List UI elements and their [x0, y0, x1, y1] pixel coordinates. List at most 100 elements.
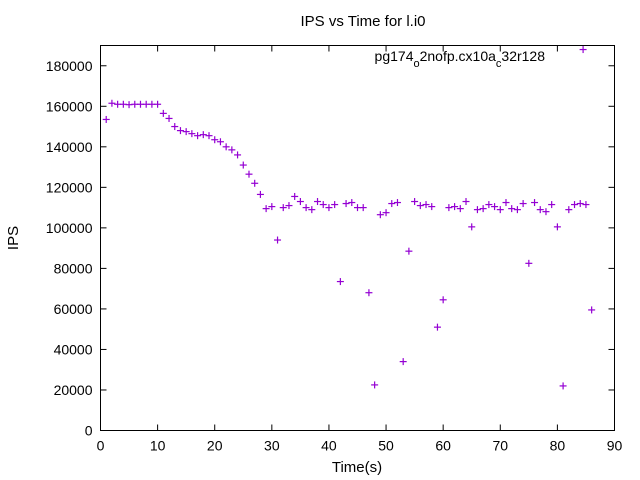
legend-subscript: o	[413, 58, 419, 70]
data-point	[393, 199, 401, 207]
data-point	[285, 202, 293, 210]
data-point	[245, 170, 253, 178]
data-point	[502, 199, 510, 207]
data-point	[496, 206, 504, 214]
y-tick-label: 40000	[54, 341, 93, 357]
legend-subscript: c	[496, 58, 502, 70]
y-tick-label: 120000	[46, 179, 93, 195]
data-point	[336, 278, 344, 286]
data-point	[571, 201, 579, 209]
data-point	[251, 179, 259, 187]
x-axis: 0 10 20 30 40 50 60 70 80 90	[97, 45, 623, 454]
data-point	[319, 201, 327, 209]
legend-text-part: pg174	[375, 48, 414, 64]
data-point	[525, 259, 533, 267]
data-point	[559, 382, 567, 390]
data-point	[445, 204, 453, 212]
x-tick-label: 80	[550, 438, 566, 454]
data-point	[485, 201, 493, 209]
data-point	[234, 151, 242, 159]
data-point	[216, 138, 224, 146]
data-point	[331, 201, 339, 209]
data-point	[279, 204, 287, 212]
data-point	[188, 130, 196, 138]
y-tick-label: 160000	[46, 98, 93, 114]
data-point	[371, 381, 379, 389]
data-point	[228, 146, 236, 154]
data-point	[422, 201, 430, 209]
data-point	[548, 201, 556, 209]
data-point	[256, 190, 264, 198]
x-tick-label: 50	[378, 438, 394, 454]
data-point	[542, 208, 550, 216]
data-point	[205, 132, 213, 140]
chart-title: IPS vs Time for l.i0	[300, 13, 425, 30]
data-points	[102, 99, 596, 390]
legend-sample-point	[579, 46, 587, 54]
data-point	[411, 198, 419, 206]
x-tick-label: 40	[321, 438, 337, 454]
data-point	[199, 131, 207, 139]
data-point	[433, 323, 441, 331]
data-point	[314, 198, 322, 206]
data-point	[519, 200, 527, 208]
data-point	[182, 128, 190, 136]
data-point	[239, 161, 247, 169]
data-point	[171, 123, 179, 131]
data-point	[531, 199, 539, 207]
y-axis-label: IPS	[5, 226, 22, 250]
y-tick-label: 0	[85, 423, 93, 439]
x-tick-label: 70	[492, 438, 508, 454]
data-point	[576, 200, 584, 208]
data-point	[388, 200, 396, 208]
data-point	[342, 200, 350, 208]
data-point	[376, 211, 384, 219]
data-point	[348, 199, 356, 207]
data-point	[382, 209, 390, 217]
data-point	[154, 100, 162, 108]
data-point	[365, 289, 373, 297]
x-tick-label: 10	[150, 438, 166, 454]
x-tick-label: 90	[607, 438, 623, 454]
data-point	[274, 236, 282, 244]
data-point	[296, 198, 304, 206]
data-point	[491, 203, 499, 211]
data-point	[291, 192, 299, 200]
data-point	[439, 296, 447, 304]
y-tick-label: 140000	[46, 139, 93, 155]
data-point	[165, 114, 173, 122]
x-tick-label: 60	[435, 438, 451, 454]
x-tick-label: 30	[264, 438, 280, 454]
data-point	[211, 136, 219, 144]
data-point	[536, 206, 544, 214]
data-point	[428, 203, 436, 211]
data-point	[416, 202, 424, 210]
data-point	[108, 99, 116, 107]
y-tick-label: 100000	[46, 220, 93, 236]
plot-frame	[100, 45, 615, 431]
data-point	[588, 306, 596, 314]
y-tick-label: 60000	[54, 301, 93, 317]
x-axis-label: Time(s)	[332, 459, 382, 476]
y-axis: 0 20000 40000 60000 80000 100000 120000 140000 1…	[46, 58, 615, 439]
y-tick-label: 180000	[46, 58, 93, 74]
data-point	[308, 206, 316, 214]
data-point	[194, 132, 202, 140]
data-point	[553, 223, 561, 231]
data-point	[479, 205, 487, 213]
data-point	[468, 223, 476, 231]
legend-text-part: 32r128	[501, 48, 545, 64]
data-point	[176, 127, 184, 135]
data-point	[325, 204, 333, 212]
data-point	[508, 205, 516, 213]
data-point	[159, 109, 167, 117]
legend-label: pg174o2nofp.cx10ac32r128	[375, 48, 546, 70]
data-point	[399, 358, 407, 366]
data-point	[451, 203, 459, 211]
legend-marker	[579, 46, 587, 54]
data-point	[565, 206, 573, 214]
data-point	[582, 201, 590, 209]
data-point	[456, 205, 464, 213]
data-point	[462, 198, 470, 206]
